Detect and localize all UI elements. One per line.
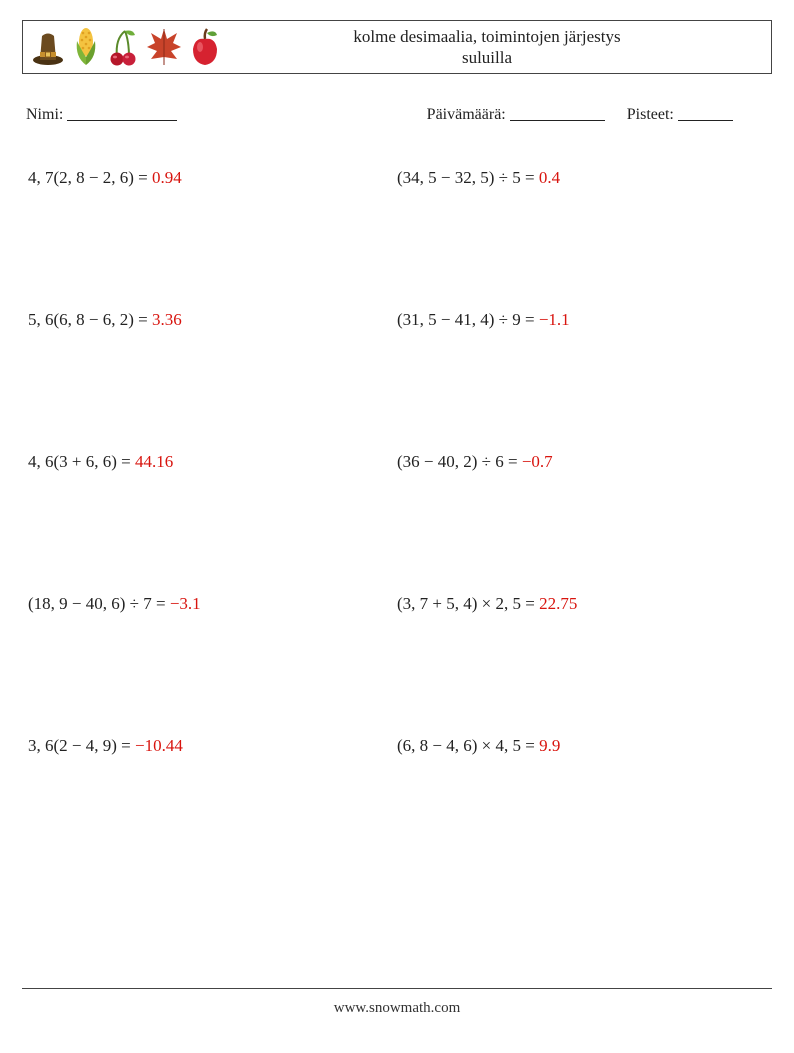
problem-expression: (18, 9 − 40, 6) ÷ 7 = — [28, 594, 170, 613]
problem-cell: (3, 7 + 5, 4) × 2, 5 = 22.75 — [397, 594, 766, 614]
date-field: Päivämäärä: — [427, 102, 605, 124]
score-label: Pisteet: — [627, 106, 674, 123]
problem-expression: 5, 6(6, 8 − 6, 2) = — [28, 310, 152, 329]
name-blank[interactable] — [67, 104, 177, 121]
footer-url: www.snowmath.com — [0, 1000, 794, 1017]
problem-row: (18, 9 − 40, 6) ÷ 7 = −3.1 (3, 7 + 5, 4)… — [28, 594, 766, 614]
problem-answer: −0.7 — [522, 452, 553, 471]
score-blank[interactable] — [678, 104, 733, 121]
problem-answer: 3.36 — [152, 310, 182, 329]
problem-expression: 4, 7(2, 8 − 2, 6) = — [28, 168, 152, 187]
title-line-2: suluilla — [221, 47, 753, 68]
problem-row: 3, 6(2 − 4, 9) = −10.44 (6, 8 − 4, 6) × … — [28, 736, 766, 756]
problem-expression: (36 − 40, 2) ÷ 6 = — [397, 452, 522, 471]
problem-row: 5, 6(6, 8 − 6, 2) = 3.36 (31, 5 − 41, 4)… — [28, 310, 766, 330]
header-icons — [31, 27, 221, 67]
problem-row: 4, 7(2, 8 − 2, 6) = 0.94 (34, 5 − 32, 5)… — [28, 168, 766, 188]
problem-answer: −1.1 — [539, 310, 570, 329]
problem-cell: 4, 7(2, 8 − 2, 6) = 0.94 — [28, 168, 397, 188]
pilgrim-hat-icon — [31, 28, 65, 66]
problem-expression: (34, 5 − 32, 5) ÷ 5 = — [397, 168, 539, 187]
problem-cell: (6, 8 − 4, 6) × 4, 5 = 9.9 — [397, 736, 766, 756]
problem-row: 4, 6(3 + 6, 6) = 44.16 (36 − 40, 2) ÷ 6 … — [28, 452, 766, 472]
problem-answer: 0.4 — [539, 168, 560, 187]
problem-answer: 9.9 — [539, 736, 560, 755]
problem-cell: (36 − 40, 2) ÷ 6 = −0.7 — [397, 452, 766, 472]
problem-expression: (31, 5 − 41, 4) ÷ 9 = — [397, 310, 539, 329]
problem-expression: (6, 8 − 4, 6) × 4, 5 = — [397, 736, 539, 755]
problem-cell: (31, 5 − 41, 4) ÷ 9 = −1.1 — [397, 310, 766, 330]
problem-cell: 4, 6(3 + 6, 6) = 44.16 — [28, 452, 397, 472]
maple-leaf-icon — [145, 27, 183, 67]
meta-row: Nimi: Päivämäärä: Pisteet: — [22, 102, 772, 124]
problem-cell: (18, 9 − 40, 6) ÷ 7 = −3.1 — [28, 594, 397, 614]
date-blank[interactable] — [510, 104, 605, 121]
problem-cell: 3, 6(2 − 4, 9) = −10.44 — [28, 736, 397, 756]
problem-expression: 4, 6(3 + 6, 6) = — [28, 452, 135, 471]
corn-icon — [71, 27, 101, 67]
date-label: Päivämäärä: — [427, 106, 506, 123]
problem-cell: (34, 5 − 32, 5) ÷ 5 = 0.4 — [397, 168, 766, 188]
problem-expression: 3, 6(2 − 4, 9) = — [28, 736, 135, 755]
footer-divider — [22, 988, 772, 989]
title-line-1: kolme desimaalia, toimintojen järjestys — [353, 27, 620, 46]
problem-cell: 5, 6(6, 8 − 6, 2) = 3.36 — [28, 310, 397, 330]
header-box: kolme desimaalia, toimintojen järjestys … — [22, 20, 772, 74]
name-field: Nimi: — [26, 102, 427, 124]
problems-grid: 4, 7(2, 8 − 2, 6) = 0.94 (34, 5 − 32, 5)… — [22, 168, 772, 756]
problem-answer: 22.75 — [539, 594, 577, 613]
problem-answer: −3.1 — [170, 594, 201, 613]
name-label: Nimi: — [26, 106, 63, 123]
problem-answer: −10.44 — [135, 736, 183, 755]
cherries-icon — [107, 27, 139, 67]
problem-answer: 44.16 — [135, 452, 173, 471]
apple-icon — [189, 27, 221, 67]
problem-answer: 0.94 — [152, 168, 182, 187]
problem-expression: (3, 7 + 5, 4) × 2, 5 = — [397, 594, 539, 613]
worksheet-title: kolme desimaalia, toimintojen järjestys … — [221, 26, 763, 69]
score-field: Pisteet: — [627, 102, 733, 124]
